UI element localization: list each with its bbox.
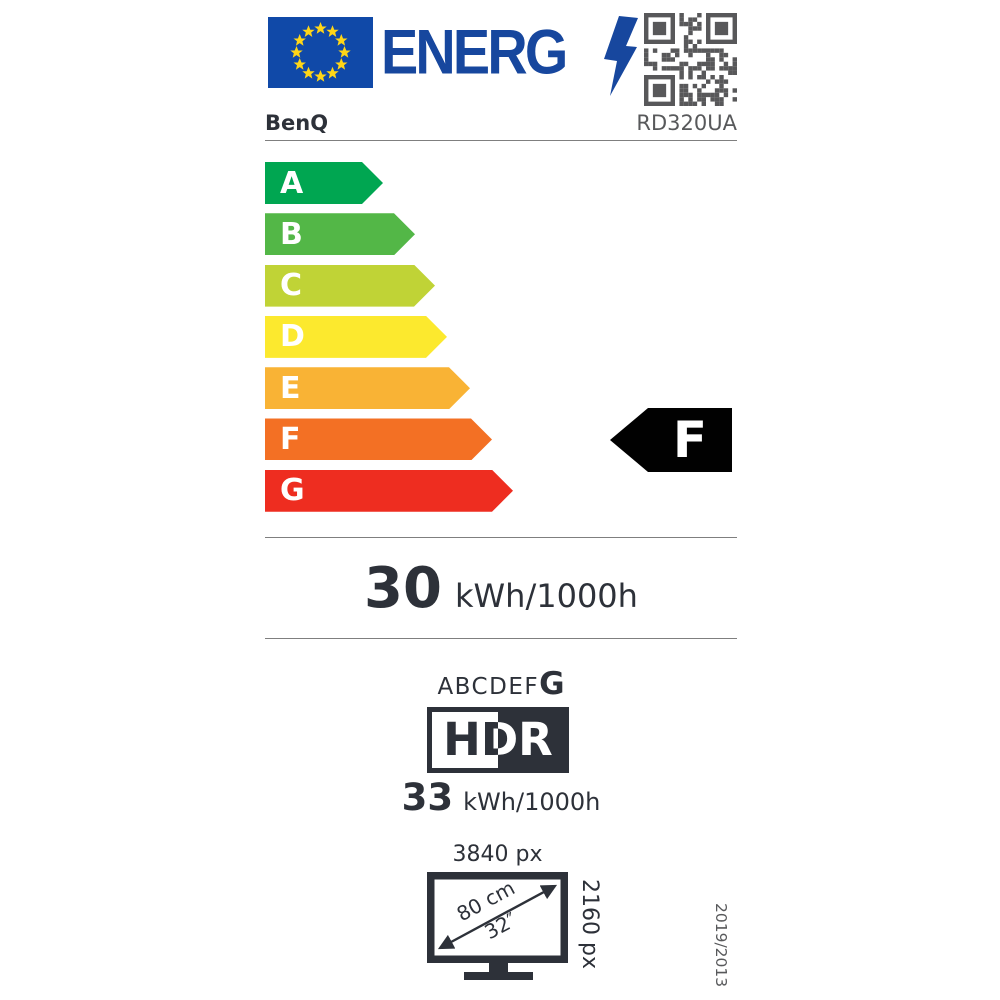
hdr-consumption-unit: kWh/1000h [463, 788, 601, 816]
hdr-logo-left-half: HDR [432, 712, 498, 768]
energy-class-letter: F [280, 421, 301, 457]
hdr-logo-text: HDR [443, 713, 498, 766]
energy-class-f: F [265, 418, 492, 461]
energy-class-a: A [265, 162, 383, 204]
hdr-class-letter: G [539, 666, 565, 702]
energ-wordmark: ENERG [381, 16, 568, 88]
qr-code [644, 13, 737, 106]
diagonal-arrow [437, 884, 558, 950]
sdr-consumption: 30 kWh/1000h [265, 558, 737, 620]
eu-flag-stars [290, 22, 351, 82]
energy-class-g: G [265, 469, 513, 512]
brand-name: BenQ [265, 111, 329, 135]
vertical-resolution: 2160 px [577, 879, 602, 969]
energy-class-c: C [265, 264, 435, 307]
hdr-class-scale: ABCDEF G [265, 666, 737, 702]
energy-class-letter: C [280, 268, 303, 304]
hdr-scale-letters: ABCDEF [437, 674, 540, 700]
energy-class-letter: E [280, 370, 301, 406]
divider [265, 638, 737, 639]
energy-class-d: D [265, 315, 447, 358]
energy-class-letter: A [280, 165, 304, 201]
sdr-consumption-value: 30 [364, 556, 442, 621]
horizontal-resolution: 3840 px [452, 842, 543, 867]
eu-flag-icon [268, 17, 373, 88]
selected-class-letter: F [672, 411, 708, 469]
sdr-consumption-unit: kWh/1000h [454, 577, 638, 615]
energy-class-b: B [265, 213, 415, 256]
energy-class-letter: G [280, 473, 305, 509]
energy-class-letter: D [280, 319, 305, 355]
hdr-logo: HDR HDR [427, 707, 569, 773]
hdr-consumption-value: 33 [401, 776, 454, 819]
hdr-consumption: 33 kWh/1000h [265, 778, 737, 818]
monitor-stand-base [464, 972, 533, 980]
monitor-stand-neck [489, 963, 508, 972]
divider [265, 537, 737, 538]
lightning-bolt-icon [604, 16, 638, 96]
energy-class-letter: B [280, 216, 303, 252]
model-number: RD320UA [636, 111, 737, 135]
regulation-number: 2019/2013 [712, 903, 730, 988]
hdr-logo-right-half: HDR [498, 712, 564, 768]
hdr-logo-text: HDR [498, 713, 553, 766]
divider [265, 140, 737, 141]
energy-class-e: E [265, 367, 470, 410]
monitor-diagram: 80 cm 32″ [427, 872, 568, 980]
